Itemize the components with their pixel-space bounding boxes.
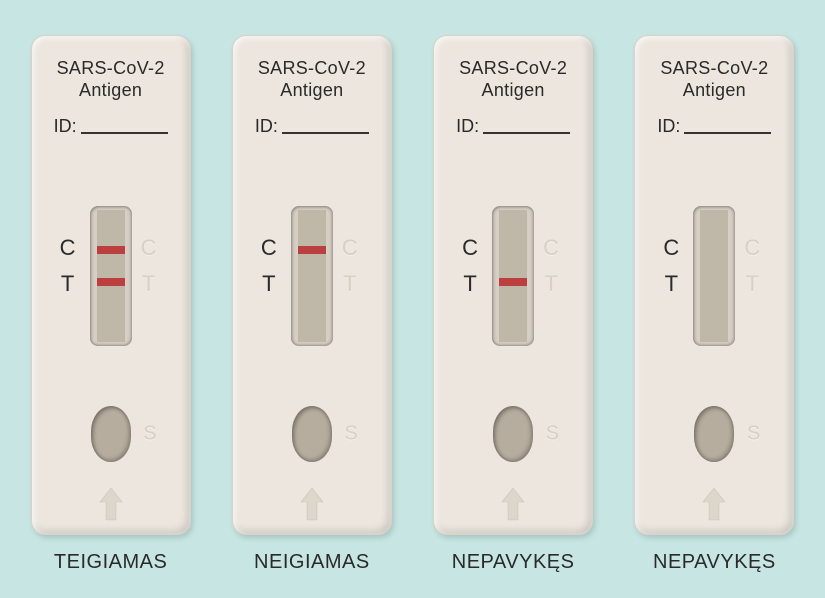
cassette-title-line1: SARS-CoV-2 bbox=[635, 58, 793, 79]
marker-t-left: T bbox=[257, 271, 281, 297]
result-caption: TEIGIAMAS bbox=[54, 551, 167, 574]
marker-s: S bbox=[143, 422, 156, 445]
test-strip bbox=[499, 210, 527, 342]
result-window bbox=[90, 206, 132, 346]
cassette-title-line1: SARS-CoV-2 bbox=[233, 58, 391, 79]
result-window-wrap: CTCT bbox=[492, 206, 534, 346]
marker-t-right: T bbox=[540, 271, 562, 297]
marker-t-left: T bbox=[56, 271, 80, 297]
result-window bbox=[291, 206, 333, 346]
marker-c-left: C bbox=[257, 235, 281, 261]
id-label: ID: bbox=[54, 116, 77, 137]
band-t bbox=[499, 278, 527, 286]
band-t bbox=[97, 278, 125, 286]
result-caption: NEPAVYKĘS bbox=[452, 551, 575, 574]
id-row: ID: bbox=[456, 116, 570, 137]
cassette-title-line1: SARS-CoV-2 bbox=[32, 58, 190, 79]
cassette-title-line2: Antigen bbox=[434, 80, 592, 101]
cassette-title-line1: SARS-CoV-2 bbox=[434, 58, 592, 79]
sample-well-wrap: S bbox=[292, 406, 332, 462]
marker-c-left: C bbox=[458, 235, 482, 261]
result-window-wrap: CTCT bbox=[693, 206, 735, 346]
test-strip bbox=[700, 210, 728, 342]
sample-well-wrap: S bbox=[91, 406, 131, 462]
id-row: ID: bbox=[255, 116, 369, 137]
cassette-title-line2: Antigen bbox=[635, 80, 793, 101]
test-cassette: SARS-CoV-2AntigenID:CTCTS bbox=[31, 35, 191, 535]
marker-t-left: T bbox=[659, 271, 683, 297]
id-blank-line bbox=[684, 132, 771, 134]
marker-c-left: C bbox=[56, 235, 80, 261]
id-row: ID: bbox=[54, 116, 168, 137]
marker-t-right: T bbox=[339, 271, 361, 297]
cassette-title-line2: Antigen bbox=[32, 80, 190, 101]
marker-t-right: T bbox=[138, 271, 160, 297]
id-label: ID: bbox=[255, 116, 278, 137]
marker-s: S bbox=[546, 422, 559, 445]
test-strip bbox=[97, 210, 125, 342]
band-c bbox=[298, 246, 326, 254]
test-cassette: SARS-CoV-2AntigenID:CTCTS bbox=[433, 35, 593, 535]
id-blank-line bbox=[282, 132, 369, 134]
marker-c-left: C bbox=[659, 235, 683, 261]
id-label: ID: bbox=[456, 116, 479, 137]
marker-c-right: C bbox=[741, 235, 763, 261]
arrow-up-icon bbox=[98, 486, 124, 522]
sample-well bbox=[292, 406, 332, 462]
result-window-wrap: CTCT bbox=[291, 206, 333, 346]
marker-c-right: C bbox=[138, 235, 160, 261]
sample-well bbox=[493, 406, 533, 462]
test-panel: SARS-CoV-2AntigenID:CTCTSNEIGIAMAS bbox=[217, 35, 407, 574]
test-panel: SARS-CoV-2AntigenID:CTCTSTEIGIAMAS bbox=[16, 35, 206, 574]
arrow-up-icon bbox=[299, 486, 325, 522]
id-blank-line bbox=[483, 132, 570, 134]
result-window bbox=[693, 206, 735, 346]
marker-c-right: C bbox=[339, 235, 361, 261]
test-panel: SARS-CoV-2AntigenID:CTCTSNEPAVYKĘS bbox=[619, 35, 809, 574]
band-c bbox=[97, 246, 125, 254]
marker-s: S bbox=[345, 422, 358, 445]
id-blank-line bbox=[81, 132, 168, 134]
sample-well bbox=[694, 406, 734, 462]
cassette-title-line2: Antigen bbox=[233, 80, 391, 101]
test-strip bbox=[298, 210, 326, 342]
test-panel: SARS-CoV-2AntigenID:CTCTSNEPAVYKĘS bbox=[418, 35, 608, 574]
test-cassette: SARS-CoV-2AntigenID:CTCTS bbox=[634, 35, 794, 535]
sample-well-wrap: S bbox=[694, 406, 734, 462]
result-window-wrap: CTCT bbox=[90, 206, 132, 346]
sample-well bbox=[91, 406, 131, 462]
marker-t-right: T bbox=[741, 271, 763, 297]
result-caption: NEPAVYKĘS bbox=[653, 551, 776, 574]
marker-t-left: T bbox=[458, 271, 482, 297]
marker-s: S bbox=[747, 422, 760, 445]
result-window bbox=[492, 206, 534, 346]
arrow-up-icon bbox=[701, 486, 727, 522]
id-row: ID: bbox=[657, 116, 771, 137]
test-cassette: SARS-CoV-2AntigenID:CTCTS bbox=[232, 35, 392, 535]
result-caption: NEIGIAMAS bbox=[254, 551, 370, 574]
arrow-up-icon bbox=[500, 486, 526, 522]
sample-well-wrap: S bbox=[493, 406, 533, 462]
id-label: ID: bbox=[657, 116, 680, 137]
marker-c-right: C bbox=[540, 235, 562, 261]
